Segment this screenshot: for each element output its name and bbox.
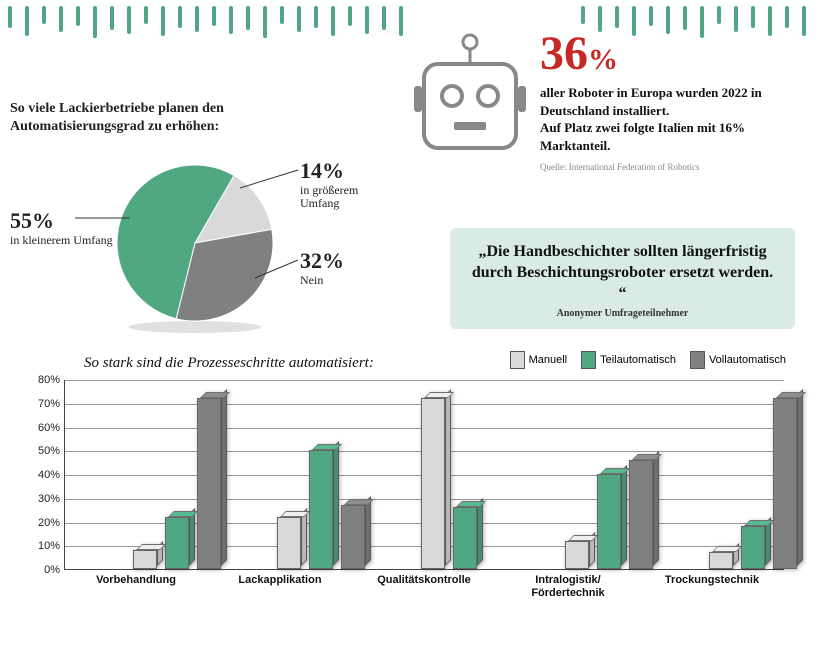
stat-desc: aller Roboter in Europa wurden 2022 in D… xyxy=(540,84,810,154)
pie-sublabel-1: Nein xyxy=(300,273,323,287)
quote-box: „Die Handbeschichter sollten längerfrist… xyxy=(450,228,795,329)
x-tick-label: Qualitätskontrolle xyxy=(352,574,496,587)
y-tick-label: 60% xyxy=(24,422,60,434)
pie-pct-2: 14 xyxy=(300,158,322,183)
legend-item: Teilautomatisch xyxy=(581,351,676,369)
bar xyxy=(309,450,333,569)
pie-label-0: 55% in kleinerem Umfang xyxy=(10,208,113,247)
bar xyxy=(597,474,621,569)
bar-plot: 0%10%20%30%40%50%60%70%80%VorbehandlungL… xyxy=(24,380,794,600)
bar-chart-section: So stark sind die Prozesseschritte autom… xyxy=(24,355,794,600)
pie-chart-section: So viele Lackierbetriebe planen den Auto… xyxy=(10,100,400,348)
bar xyxy=(565,541,589,570)
bar xyxy=(133,550,157,569)
quote-attribution: Anonymer Umfrageteilnehmer xyxy=(468,308,777,319)
pie-label-1: 32% Nein xyxy=(300,248,344,287)
pie-title: So viele Lackierbetriebe planen den Auto… xyxy=(10,100,250,136)
y-tick-label: 40% xyxy=(24,469,60,481)
x-tick-label: Vorbehandlung xyxy=(64,574,208,587)
bar xyxy=(773,398,797,569)
legend-item: Vollautomatisch xyxy=(690,351,786,369)
pie-label-2: 14% in größerem Umfang xyxy=(300,158,380,211)
bar-legend: Manuell Teilautomatisch Vollautomatisch xyxy=(510,351,786,369)
pie-pct-0: 55 xyxy=(10,208,32,233)
y-tick-label: 10% xyxy=(24,540,60,552)
stat-source: Quelle: International Federation of Robo… xyxy=(540,162,810,172)
pie-svg xyxy=(100,148,290,338)
bar xyxy=(741,526,765,569)
bar xyxy=(421,398,445,569)
bar xyxy=(341,505,365,569)
stat-number: 36% xyxy=(540,30,810,78)
pie-sublabel-0: in kleinerem Umfang xyxy=(10,233,113,247)
bar xyxy=(453,507,477,569)
y-tick-label: 70% xyxy=(24,398,60,410)
bar xyxy=(709,552,733,569)
robot-icon xyxy=(410,30,530,160)
bar xyxy=(197,398,221,569)
x-tick-label: Lackapplikation xyxy=(208,574,352,587)
legend-item: Manuell xyxy=(510,351,568,369)
bar-grid xyxy=(64,380,784,570)
y-tick-label: 50% xyxy=(24,445,60,457)
pie-pct-1: 32 xyxy=(300,248,322,273)
y-tick-label: 30% xyxy=(24,493,60,505)
quote-text: „Die Handbeschichter sollten längerfrist… xyxy=(468,242,777,304)
pie-chart: 55% in kleinerem Umfang 32% Nein 14% in … xyxy=(10,148,380,348)
y-tick-label: 20% xyxy=(24,517,60,529)
bar xyxy=(629,460,653,569)
x-tick-label: Intralogistik/Fördertechnik xyxy=(496,574,640,600)
y-tick-label: 0% xyxy=(24,564,60,576)
bar xyxy=(277,517,301,569)
big-stat: 36% aller Roboter in Europa wurden 2022 … xyxy=(540,30,810,172)
bar xyxy=(165,517,189,569)
y-tick-label: 80% xyxy=(24,374,60,386)
x-tick-label: Trockungstechnik xyxy=(640,574,784,587)
pie-sublabel-2: in größerem Umfang xyxy=(300,183,358,211)
